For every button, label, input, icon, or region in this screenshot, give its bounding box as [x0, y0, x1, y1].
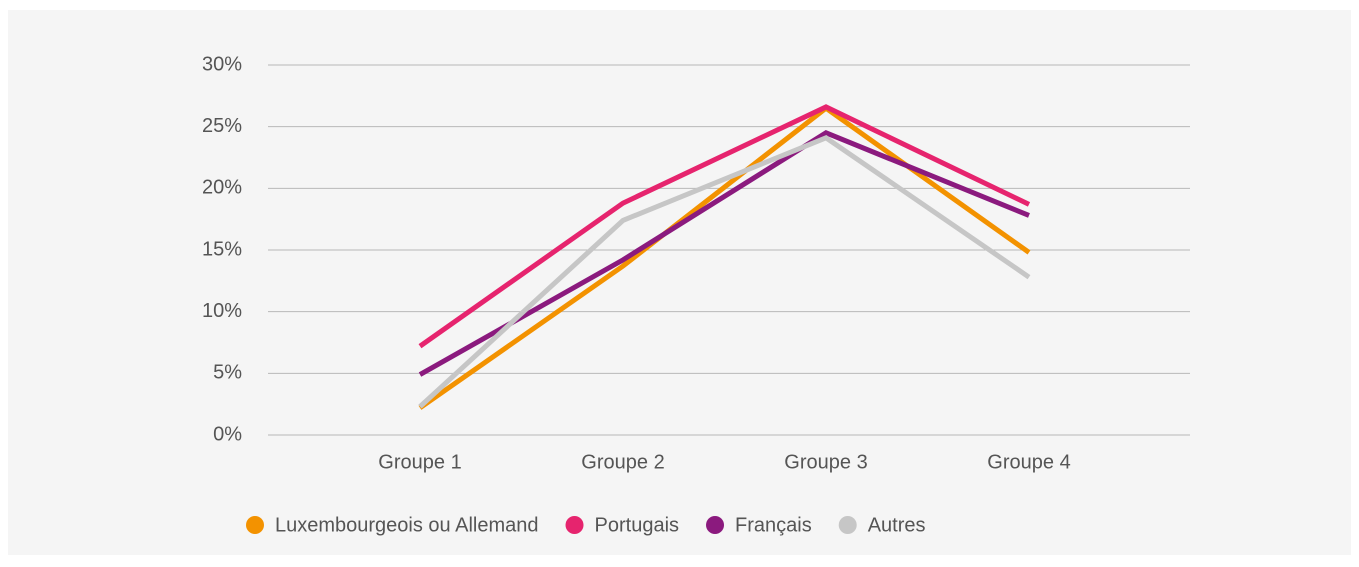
- y-tick-label: 20%: [202, 177, 242, 199]
- legend-label: Français: [735, 514, 812, 536]
- legend-label: Portugais: [595, 514, 680, 536]
- x-tick-label: Groupe 3: [784, 451, 867, 473]
- legend-marker: [706, 516, 725, 534]
- x-tick-label: Groupe 4: [987, 451, 1070, 473]
- legend-label: Autres: [868, 514, 926, 536]
- series-line: [418, 134, 1031, 409]
- x-tick-label: Groupe 1: [378, 451, 461, 473]
- series-line: [418, 105, 1031, 410]
- y-tick-label: 10%: [202, 300, 242, 322]
- y-tick-label: 5%: [213, 362, 242, 384]
- series-line: [418, 130, 1030, 377]
- y-tick-label: 15%: [202, 238, 242, 260]
- y-tick-label: 30%: [202, 53, 242, 75]
- series-line: [418, 104, 1031, 349]
- y-tick-label: 25%: [202, 115, 242, 137]
- legend-marker: [838, 516, 857, 534]
- x-tick-label: Groupe 2: [581, 451, 664, 473]
- legend-label: Luxembourgeois ou Allemand: [275, 514, 539, 536]
- y-tick-label: 0%: [213, 423, 242, 445]
- legend-marker: [246, 516, 264, 534]
- chart-background: [8, 10, 1351, 555]
- legend-marker: [565, 516, 584, 534]
